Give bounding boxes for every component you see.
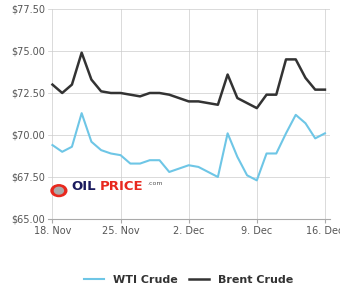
Circle shape bbox=[54, 187, 63, 194]
Text: OIL: OIL bbox=[72, 180, 96, 193]
Text: PRICE: PRICE bbox=[100, 180, 143, 193]
Legend: WTI Crude, Brent Crude: WTI Crude, Brent Crude bbox=[80, 270, 298, 289]
Text: .com: .com bbox=[148, 181, 163, 186]
Circle shape bbox=[51, 185, 67, 197]
